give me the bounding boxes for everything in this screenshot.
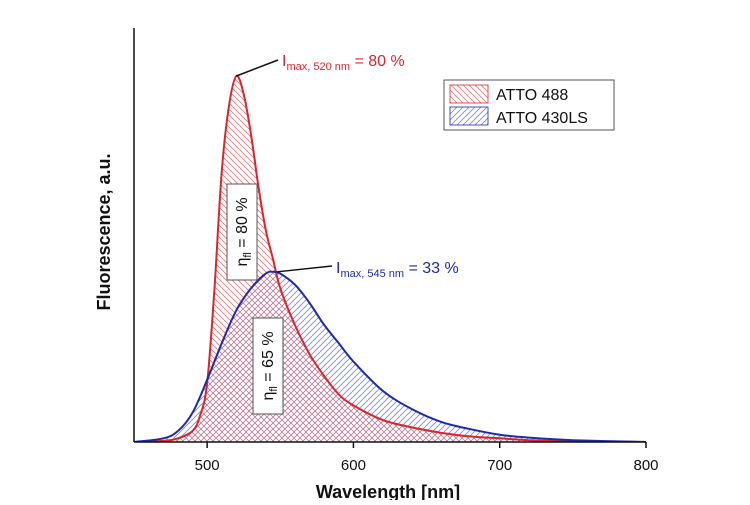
series-areas [134,75,646,442]
eta-blue-frame [252,317,284,415]
legend-label-atto430ls: ATTO 430LS [496,110,588,127]
x-tick-label-800: 800 [633,457,658,474]
peak-red-leader [236,59,279,77]
peak-blue-main: I [336,260,340,277]
peak-blue-leader [277,265,333,273]
series-lines [134,74,646,442]
eta-red-box: ηfl = 80 % [226,183,258,281]
peak-blue-tail: = 33 % [404,260,459,277]
eta-red-sub: fl [242,252,254,258]
peak-red-sub: max, 520 nm [286,61,350,73]
eta-red-frame [226,183,258,281]
legend-swatch-atto488 [449,84,489,104]
eta-red-tail: = 80 % [234,197,251,252]
x-tick-label-500: 500 [195,457,220,474]
eta-blue-sub: fl [268,386,280,392]
x-tick-label-600: 600 [341,457,366,474]
peak-red-tail: = 80 % [350,53,405,70]
x-axis-title: Wavelength [nm] [316,482,460,500]
peak-red-annotation: Imax, 520 nm = 80 % [282,53,405,73]
eta-blue-main: η [260,392,277,401]
x-ticks: 500 600 700 800 [195,442,659,474]
peak-blue-annotation: Imax, 545 nm = 33 % [336,260,459,280]
eta-blue-tail: = 65 % [260,331,277,386]
legend: ATTO 488 ATTO 430LS [443,79,615,131]
peak-blue-sub: max, 545 nm [340,268,404,280]
legend-swatch-atto430ls [449,106,489,126]
x-tick-label-700: 700 [487,457,512,474]
series-line-atto430ls [134,270,646,442]
y-axis-title: Fluorescence, a.u. [94,153,114,310]
series-line-atto488 [134,74,646,442]
eta-red-label: ηfl = 80 % [234,197,254,266]
eta-blue-label: ηfl = 65 % [260,331,280,400]
eta-red-main: η [234,258,251,267]
peak-red-main: I [282,53,286,70]
legend-label-atto488: ATTO 488 [496,87,568,104]
eta-blue-box: ηfl = 65 % [252,317,284,415]
axes [133,28,646,443]
